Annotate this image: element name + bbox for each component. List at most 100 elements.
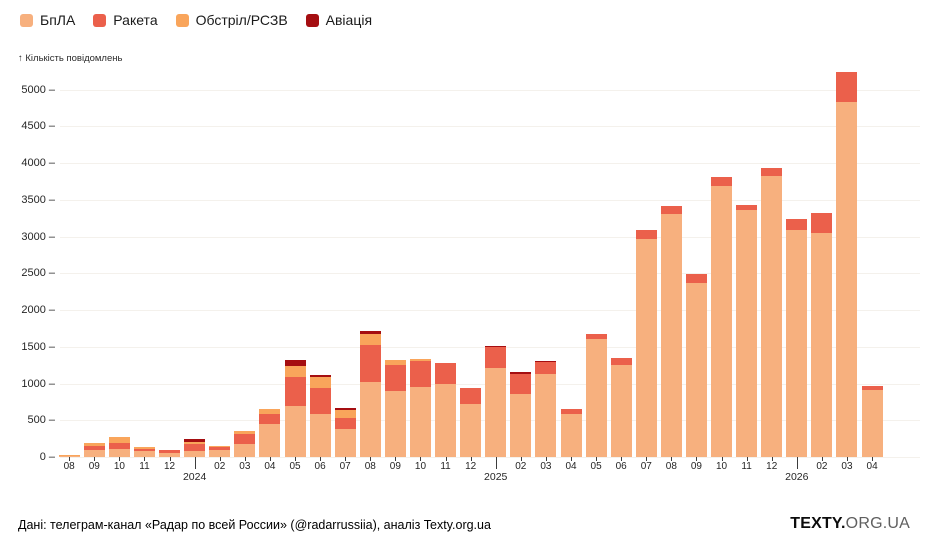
bar-segment-Обстріл/РСЗВ[interactable] [284,365,306,378]
bar-segment-Авіація[interactable] [184,438,206,442]
x-tick-label: 11 [741,461,752,472]
bar-segment-Ракета[interactable] [535,362,557,374]
bar-segment-БпЛА[interactable] [485,368,507,457]
bar-segment-Авіація[interactable] [510,372,532,375]
bar-segment-Ракета[interactable] [736,204,758,211]
gridline [60,126,920,128]
x-tick [370,457,372,461]
bar-segment-Ракета[interactable] [485,346,507,369]
bar-segment-Обстріл/РСЗВ[interactable] [384,360,406,365]
legend: БпЛА Ракета Обстріл/РСЗВ Авіація [20,12,372,28]
bar-segment-Ракета[interactable] [309,387,331,415]
bar-segment-БпЛА[interactable] [284,405,306,457]
bar-segment-Ракета[interactable] [711,176,733,187]
bar-segment-БпЛА[interactable] [334,429,356,457]
bar-segment-БпЛА[interactable] [535,373,557,457]
x-tick [721,457,723,461]
bar-segment-Ракета[interactable] [660,206,682,214]
bar-segment-Авіація[interactable] [334,408,356,410]
bar-segment-Обстріл/РСЗВ[interactable] [259,408,281,414]
bar-segment-БпЛА[interactable] [384,391,406,457]
bar-segment-БпЛА[interactable] [761,175,783,457]
bar-segment-БпЛА[interactable] [736,210,758,457]
x-tick-label: 12 [465,461,477,472]
bar-segment-БпЛА[interactable] [786,229,808,457]
bar-segment-БпЛА[interactable] [209,450,231,457]
bar-segment-БпЛА[interactable] [108,448,130,457]
bar-segment-БпЛА[interactable] [460,404,482,457]
bar-segment-Авіація[interactable] [284,359,306,366]
bar-segment-БпЛА[interactable] [510,393,532,457]
bar-segment-БпЛА[interactable] [610,365,632,457]
bar-segment-Ракета[interactable] [83,446,105,450]
bar-segment-Ракета[interactable] [560,409,582,415]
bar-segment-Ракета[interactable] [685,274,707,283]
bar-segment-Ракета[interactable] [159,450,181,453]
bar-segment-Обстріл/РСЗВ[interactable] [83,443,105,447]
bar-segment-Ракета[interactable] [108,443,130,449]
bar-segment-Обстріл/РСЗВ[interactable] [409,358,431,362]
x-tick-year [194,457,196,469]
bar-segment-БпЛА[interactable] [259,423,281,457]
bar-segment-Авіація[interactable] [535,361,557,363]
gridline [60,273,920,275]
bar-segment-Ракета[interactable] [259,413,281,424]
bar-segment-Авіація[interactable] [485,345,507,347]
bar-segment-Обстріл/РСЗВ[interactable] [133,447,155,449]
bar-segment-Ракета[interactable] [384,364,406,392]
bar-segment-БпЛА[interactable] [435,383,457,457]
bar-segment-БпЛА[interactable] [184,450,206,457]
bar-segment-БпЛА[interactable] [685,282,707,457]
bar-segment-БпЛА[interactable] [836,102,858,457]
bar-segment-БпЛА[interactable] [560,414,582,457]
bar-segment-Ракета[interactable] [635,229,657,239]
bar-segment-БпЛА[interactable] [585,338,607,457]
texty-logo[interactable]: TEXTY.ORG.UA [790,515,910,533]
bar-segment-БпЛА[interactable] [133,450,155,457]
bar-segment-БпЛА[interactable] [711,186,733,457]
bar-segment-БпЛА[interactable] [635,238,657,457]
bar-segment-Обстріл/РСЗВ[interactable] [359,333,381,346]
x-tick-label: 04 [565,461,577,472]
legend-item: БпЛА [20,12,75,28]
bar-segment-Ракета[interactable] [460,387,482,405]
bar-segment-Обстріл/РСЗВ[interactable] [108,437,130,444]
bar-segment-БпЛА[interactable] [83,449,105,457]
bar-segment-Ракета[interactable] [610,357,632,366]
bar-segment-БпЛА[interactable] [409,387,431,457]
logo-bold-text: TEXTY. [790,515,846,532]
bar-segment-БпЛА[interactable] [660,213,682,457]
bar-segment-Ракета[interactable] [761,167,783,176]
bar-segment-Обстріл/РСЗВ[interactable] [234,430,256,435]
bar-segment-Обстріл/РСЗВ[interactable] [209,446,231,448]
bar-segment-Обстріл/РСЗВ[interactable] [58,454,80,456]
bar-segment-Ракета[interactable] [284,377,306,406]
bar-segment-Ракета[interactable] [435,362,457,384]
bar-segment-Ракета[interactable] [234,434,256,444]
bar-segment-Авіація[interactable] [359,330,381,334]
bar-segment-БпЛА[interactable] [58,455,80,457]
bar-segment-Обстріл/РСЗВ[interactable] [309,376,331,388]
bar-segment-Ракета[interactable] [359,345,381,383]
bar-segment-Ракета[interactable] [811,213,833,233]
bar-segment-Ракета[interactable] [836,71,858,102]
bar-segment-Ракета[interactable] [133,448,155,451]
bar-segment-БпЛА[interactable] [861,389,883,457]
x-tick-label: 07 [339,461,351,472]
bar-segment-БпЛА[interactable] [309,414,331,457]
bar-segment-Ракета[interactable] [861,386,883,390]
bar-segment-Ракета[interactable] [184,444,206,451]
bar-segment-Авіація[interactable] [309,374,331,377]
bar-segment-Обстріл/РСЗВ[interactable] [184,441,206,445]
bar-segment-Ракета[interactable] [585,333,607,339]
bar-segment-Ракета[interactable] [209,447,231,451]
bar-segment-БпЛА[interactable] [359,382,381,457]
bar-segment-БпЛА[interactable] [159,452,181,457]
bar-segment-БпЛА[interactable] [234,443,256,457]
bar-segment-Ракета[interactable] [334,418,356,430]
bar-segment-Ракета[interactable] [510,374,532,394]
bar-segment-Ракета[interactable] [786,218,808,230]
bar-segment-Ракета[interactable] [409,361,431,388]
bar-segment-Обстріл/РСЗВ[interactable] [334,409,356,419]
bar-segment-БпЛА[interactable] [811,232,833,457]
